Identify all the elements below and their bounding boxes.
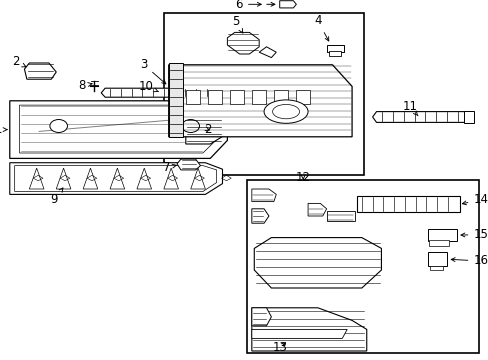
Text: 4: 4 [313,14,328,41]
Polygon shape [168,65,351,137]
Text: 6: 6 [235,0,261,11]
Bar [246,180,478,353]
Text: 12: 12 [295,171,310,184]
Polygon shape [326,211,354,221]
Bar [251,90,265,104]
Text: 7: 7 [163,161,176,174]
Polygon shape [251,308,271,326]
Polygon shape [10,163,222,194]
Bar [356,196,459,212]
Bar [328,51,340,56]
Text: 5: 5 [232,15,243,33]
Ellipse shape [272,104,299,119]
Polygon shape [20,105,217,153]
Polygon shape [259,47,276,58]
Polygon shape [101,88,219,97]
Bar [273,90,287,104]
Polygon shape [24,63,56,79]
Polygon shape [279,1,296,8]
Text: 10: 10 [138,80,158,93]
Polygon shape [251,209,268,223]
Polygon shape [185,115,224,144]
Bar [295,90,309,104]
Polygon shape [177,159,200,170]
Text: 16: 16 [450,255,488,267]
Polygon shape [168,63,183,137]
Polygon shape [307,203,326,216]
Circle shape [50,120,67,132]
Text: 14: 14 [462,193,488,206]
Text: 15: 15 [460,228,487,241]
Polygon shape [251,329,346,338]
Ellipse shape [264,100,307,123]
Polygon shape [372,112,473,122]
Bar [326,45,343,52]
Circle shape [182,120,199,132]
Text: 11: 11 [402,100,417,116]
Polygon shape [251,189,276,202]
Bar [427,229,456,241]
Polygon shape [254,238,381,288]
Polygon shape [15,166,216,192]
Text: 9: 9 [50,188,63,206]
Polygon shape [10,101,227,158]
Polygon shape [251,308,366,351]
Text: 3: 3 [140,58,165,84]
Bar [428,240,448,246]
Bar [185,90,199,104]
Text: 2: 2 [12,55,26,68]
Text: 13: 13 [272,341,287,354]
Bar [429,266,442,270]
Polygon shape [227,32,259,54]
Bar [163,13,364,175]
Text: 1: 1 [0,123,7,136]
Bar [207,90,221,104]
Bar [427,252,447,266]
Bar [463,111,473,123]
Bar [229,90,243,104]
Text: 2: 2 [204,123,211,136]
Text: 8: 8 [79,79,92,92]
